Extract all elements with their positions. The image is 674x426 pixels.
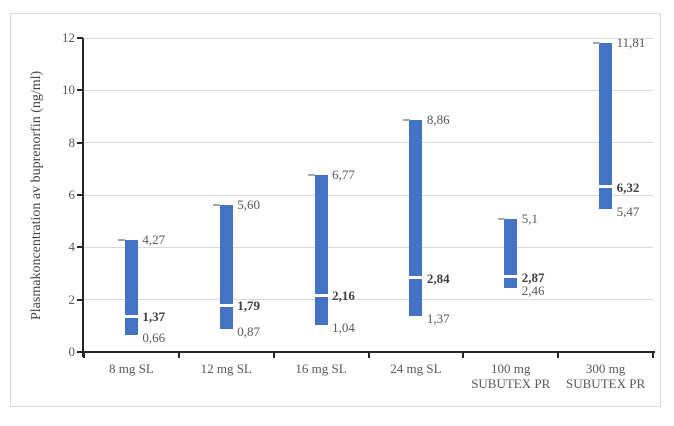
y-tick-mark [77,89,83,92]
y-tick-label: 10 [62,82,75,98]
x-category-label: 100 mg SUBUTEX PR [463,361,558,391]
max-whisker-cap [497,217,505,220]
y-tick-label: 8 [68,134,76,150]
bar-median-label: 2,16 [332,288,355,304]
x-category-label: 16 mg SL [274,361,369,376]
median-marker [124,314,138,318]
x-tick-mark [83,353,85,358]
bar-median-label: 1,79 [237,298,260,314]
y-tick-mark [77,246,83,249]
range-bar [314,174,328,325]
bar-min-label: 2,46 [521,282,545,298]
x-axis-line [82,351,655,353]
y-tick-label: 4 [68,239,76,255]
x-category-label-line: 300 mg [585,361,626,376]
bar-max-label: 8,86 [426,112,450,128]
bar-min-label: 5,47 [616,203,640,219]
x-tick-mark [177,353,180,358]
y-tick-label: 0 [68,344,76,359]
x-category-label-line: 16 mg SL [295,361,347,376]
median-marker [599,185,613,189]
bar-min-label: 0,87 [237,324,260,340]
bar-max-label: 5,60 [237,197,260,213]
bar-median-label: 2,87 [521,269,545,285]
gridline [84,37,653,39]
y-tick-label: 12 [62,30,75,45]
x-tick-mark [557,353,560,358]
median-marker [504,275,518,279]
plot-area: 4,27 1,37 0,66 5,60 1,79 0,87 6,77 2,16 1,04 8,86… [84,34,653,352]
bar-min-label: 0,66 [142,329,166,345]
bar-max-label: 6,77 [332,166,355,182]
y-axis-line [82,38,84,357]
gridline [84,89,653,91]
x-category-label-line: 24 mg SL [390,361,442,376]
bar-max-label: 4,27 [142,232,166,248]
x-category-label: 300 mg SUBUTEX PR [558,361,653,391]
bar-median-label: 1,37 [142,309,166,325]
y-tick-mark [77,37,83,39]
gridline [84,194,653,196]
median-marker [409,276,423,280]
max-whisker-cap [118,239,126,242]
y-tick-mark [77,194,83,196]
median-marker [219,303,233,307]
x-tick-mark [652,353,654,358]
x-category-label-line: SUBUTEX PR [566,376,646,391]
y-tick-label: 2 [68,291,76,307]
bar-max-label: 11,81 [616,34,646,50]
chart-figure: Plasmakoncentration av buprenorfin (ng/m… [10,13,661,407]
x-category-label: 24 mg SL [369,361,464,376]
y-tick-mark [77,298,83,301]
x-category-label: 12 mg SL [179,361,274,376]
x-tick-mark [272,353,275,358]
bar-max-label: 5,1 [521,210,538,226]
bar-min-label: 1,37 [426,311,450,327]
range-bar [219,205,233,330]
median-marker [314,293,328,297]
bar-median-label: 2,84 [426,270,450,286]
range-bar [124,240,138,335]
bar-min-label: 1,04 [332,319,355,335]
range-bar [599,42,613,209]
gridline [84,142,653,144]
gridline [84,299,653,301]
x-tick-mark [462,353,465,358]
x-category-label-line: 100 mg [491,361,531,376]
y-tick-mark [77,351,83,353]
max-whisker-cap [592,41,600,44]
y-tick-label: 6 [68,187,76,202]
max-whisker-cap [213,204,221,207]
bar-median-label: 6,32 [616,179,640,195]
x-category-label-line: SUBUTEX PR [471,376,551,391]
max-whisker-cap [308,173,316,176]
range-bar [504,218,518,288]
x-category-label-line: 8 mg SL [109,361,154,376]
x-category-label: 8 mg SL [84,361,179,376]
x-category-label-line: 12 mg SL [200,361,252,376]
y-tick-mark [77,141,83,144]
range-bar [409,120,423,317]
gridline [84,246,653,248]
max-whisker-cap [402,119,410,122]
x-tick-mark [367,353,370,358]
